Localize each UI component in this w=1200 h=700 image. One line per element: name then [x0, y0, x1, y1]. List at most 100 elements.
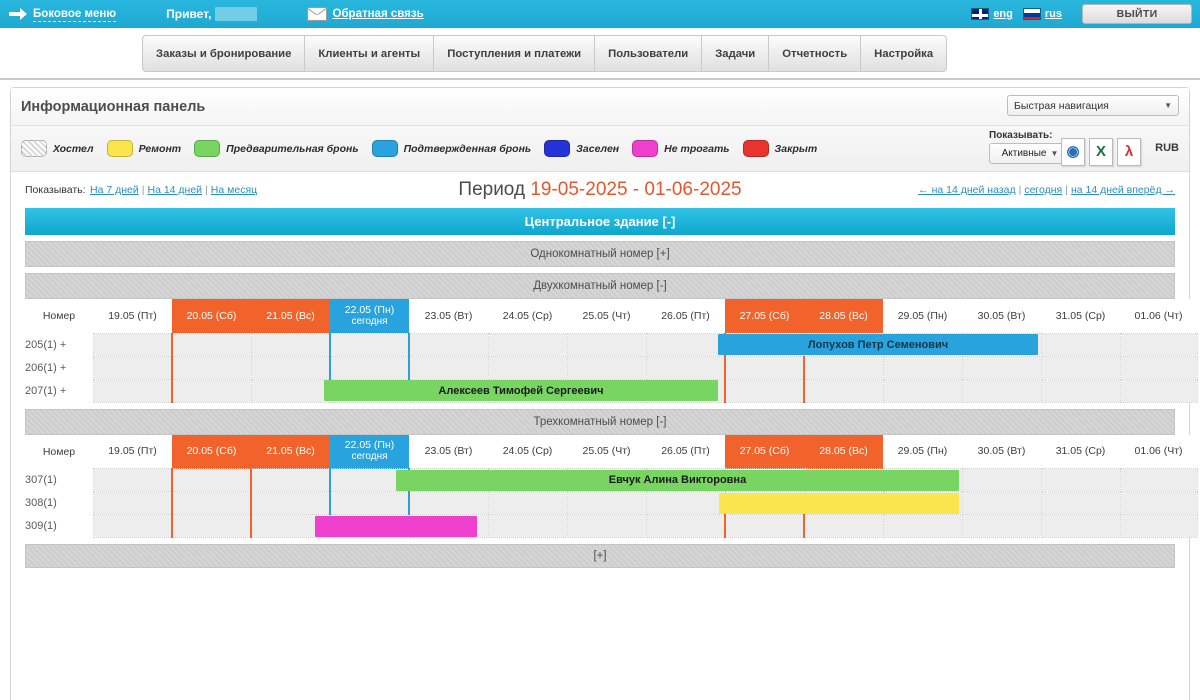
range-link-month[interactable]: На месяц — [210, 184, 258, 196]
range-link-7days[interactable]: На 7 дней — [90, 184, 139, 196]
day-cell[interactable] — [566, 332, 647, 357]
day-cell[interactable] — [645, 514, 726, 538]
day-cell[interactable] — [566, 491, 647, 515]
booking-bar-donottouch-309[interactable] — [315, 515, 477, 537]
day-cell[interactable] — [724, 514, 805, 538]
day-cell[interactable] — [1040, 468, 1121, 492]
nav-tab-orders[interactable]: Заказы и бронирование — [142, 35, 305, 72]
room-label-207[interactable]: 207(1) + — [25, 379, 93, 402]
day-cell[interactable] — [171, 491, 252, 515]
room-label-307[interactable]: 307(1) — [25, 468, 93, 492]
day-cell[interactable] — [961, 355, 1042, 380]
day-cell[interactable] — [724, 355, 805, 380]
day-cell[interactable] — [250, 355, 331, 380]
day-cell[interactable] — [1119, 378, 1198, 403]
room-type-header-two-room[interactable]: Двухкомнатный номер [-] — [25, 273, 1175, 299]
day-cell[interactable] — [1119, 355, 1198, 380]
nav-tab-payments[interactable]: Поступления и платежи — [433, 35, 595, 72]
day-cell[interactable] — [1119, 491, 1198, 515]
day-cell[interactable] — [171, 468, 252, 492]
day-cell[interactable] — [487, 491, 568, 515]
nav-tab-users[interactable]: Пользователи — [594, 35, 702, 72]
day-cell[interactable] — [1040, 355, 1121, 380]
day-cell[interactable] — [724, 378, 805, 403]
day-cell[interactable] — [329, 355, 410, 380]
room-label-309[interactable]: 309(1) — [25, 514, 93, 538]
day-cell[interactable] — [1119, 514, 1198, 538]
day-cell[interactable] — [961, 491, 1042, 515]
day-cell[interactable] — [961, 468, 1042, 492]
day-cell[interactable] — [171, 332, 252, 357]
room-label-308[interactable]: 308(1) — [25, 491, 93, 515]
excel-export-icon[interactable]: X — [1089, 138, 1113, 166]
day-cell[interactable] — [171, 378, 252, 403]
booking-bar-lopukhov[interactable]: Лопухов Петр Семенович — [718, 334, 1038, 355]
booking-bar-alekseev[interactable]: Алексеев Тимофей Сергеевич — [324, 380, 718, 401]
day-cell[interactable] — [408, 355, 489, 380]
day-cell[interactable] — [250, 332, 331, 357]
nav-today[interactable]: сегодня — [1024, 184, 1063, 196]
booking-bar-evchuk[interactable]: Евчук Алина Викторовна — [396, 469, 959, 491]
day-cell[interactable] — [487, 332, 568, 357]
room-label-205[interactable]: 205(1) + — [25, 333, 93, 356]
room-type-header-three-room[interactable]: Трехкомнатный номер [-] — [25, 408, 1175, 435]
day-cell[interactable] — [92, 378, 173, 403]
day-cell[interactable] — [645, 332, 726, 357]
nav-prev-14days[interactable]: ← на 14 дней назад — [918, 184, 1016, 196]
room-label-206[interactable]: 206(1) + — [25, 356, 93, 379]
day-cell[interactable] — [92, 514, 173, 538]
day-cell[interactable] — [329, 332, 410, 357]
day-cell[interactable] — [882, 355, 963, 380]
day-cell[interactable] — [882, 514, 963, 538]
day-cell[interactable] — [961, 378, 1042, 403]
day-cell[interactable] — [408, 332, 489, 357]
show-filter-select[interactable]: Активные ▼ — [989, 143, 1071, 164]
pdf-export-icon[interactable]: λ — [1117, 138, 1141, 166]
day-cell[interactable] — [408, 491, 489, 515]
logout-button[interactable]: ВЫЙТИ — [1082, 4, 1192, 24]
day-cell[interactable] — [250, 491, 331, 515]
day-cell[interactable] — [1040, 491, 1121, 515]
range-link-14days[interactable]: На 14 дней — [147, 184, 203, 196]
nav-tab-clients[interactable]: Клиенты и агенты — [304, 35, 434, 72]
day-cell[interactable] — [92, 468, 173, 492]
feedback-block[interactable]: Обратная связь — [306, 7, 424, 21]
day-cell[interactable] — [487, 355, 568, 380]
day-cell[interactable] — [1040, 514, 1121, 538]
nav-next-14days[interactable]: на 14 дней вперёд → — [1070, 184, 1175, 196]
nav-tab-settings[interactable]: Настройка — [860, 35, 948, 72]
building-header[interactable]: Центральное здание [-] — [25, 208, 1175, 235]
day-cell[interactable] — [250, 468, 331, 492]
quick-navigation-select[interactable]: Быстрая навигация ▼ — [1007, 95, 1179, 116]
day-cell[interactable] — [329, 491, 410, 515]
side-menu-toggle[interactable]: Боковое меню — [33, 7, 117, 22]
day-cell[interactable] — [1040, 332, 1121, 357]
day-cell[interactable] — [250, 378, 331, 403]
day-cell[interactable] — [803, 514, 884, 538]
day-cell[interactable] — [566, 514, 647, 538]
day-cell[interactable] — [803, 378, 884, 403]
day-cell[interactable] — [487, 514, 568, 538]
day-cell[interactable] — [1119, 332, 1198, 357]
day-cell[interactable] — [92, 355, 173, 380]
day-cell[interactable] — [171, 514, 252, 538]
day-cell[interactable] — [1040, 378, 1121, 403]
nav-tab-reports[interactable]: Отчетность — [768, 35, 861, 72]
day-cell[interactable] — [566, 355, 647, 380]
lang-switch-rus[interactable]: rus — [1022, 8, 1062, 20]
day-cell[interactable] — [171, 355, 252, 380]
room-type-header-one-room[interactable]: Однокомнатный номер [+] — [25, 241, 1175, 267]
day-cell[interactable] — [92, 332, 173, 357]
day-cell[interactable] — [645, 355, 726, 380]
day-cell[interactable] — [1119, 468, 1198, 492]
day-cell[interactable] — [961, 514, 1042, 538]
nav-tab-tasks[interactable]: Задачи — [701, 35, 769, 72]
day-cell[interactable] — [92, 491, 173, 515]
day-cell[interactable] — [645, 491, 726, 515]
room-type-header-collapsed[interactable]: [+] — [25, 544, 1175, 568]
booking-bar-repair-308[interactable] — [719, 492, 959, 514]
feedback-link[interactable]: Обратная связь — [332, 8, 424, 20]
print-globe-icon[interactable]: ◉ — [1061, 138, 1085, 166]
day-cell[interactable] — [882, 378, 963, 403]
lang-switch-eng[interactable]: eng — [971, 8, 1013, 20]
